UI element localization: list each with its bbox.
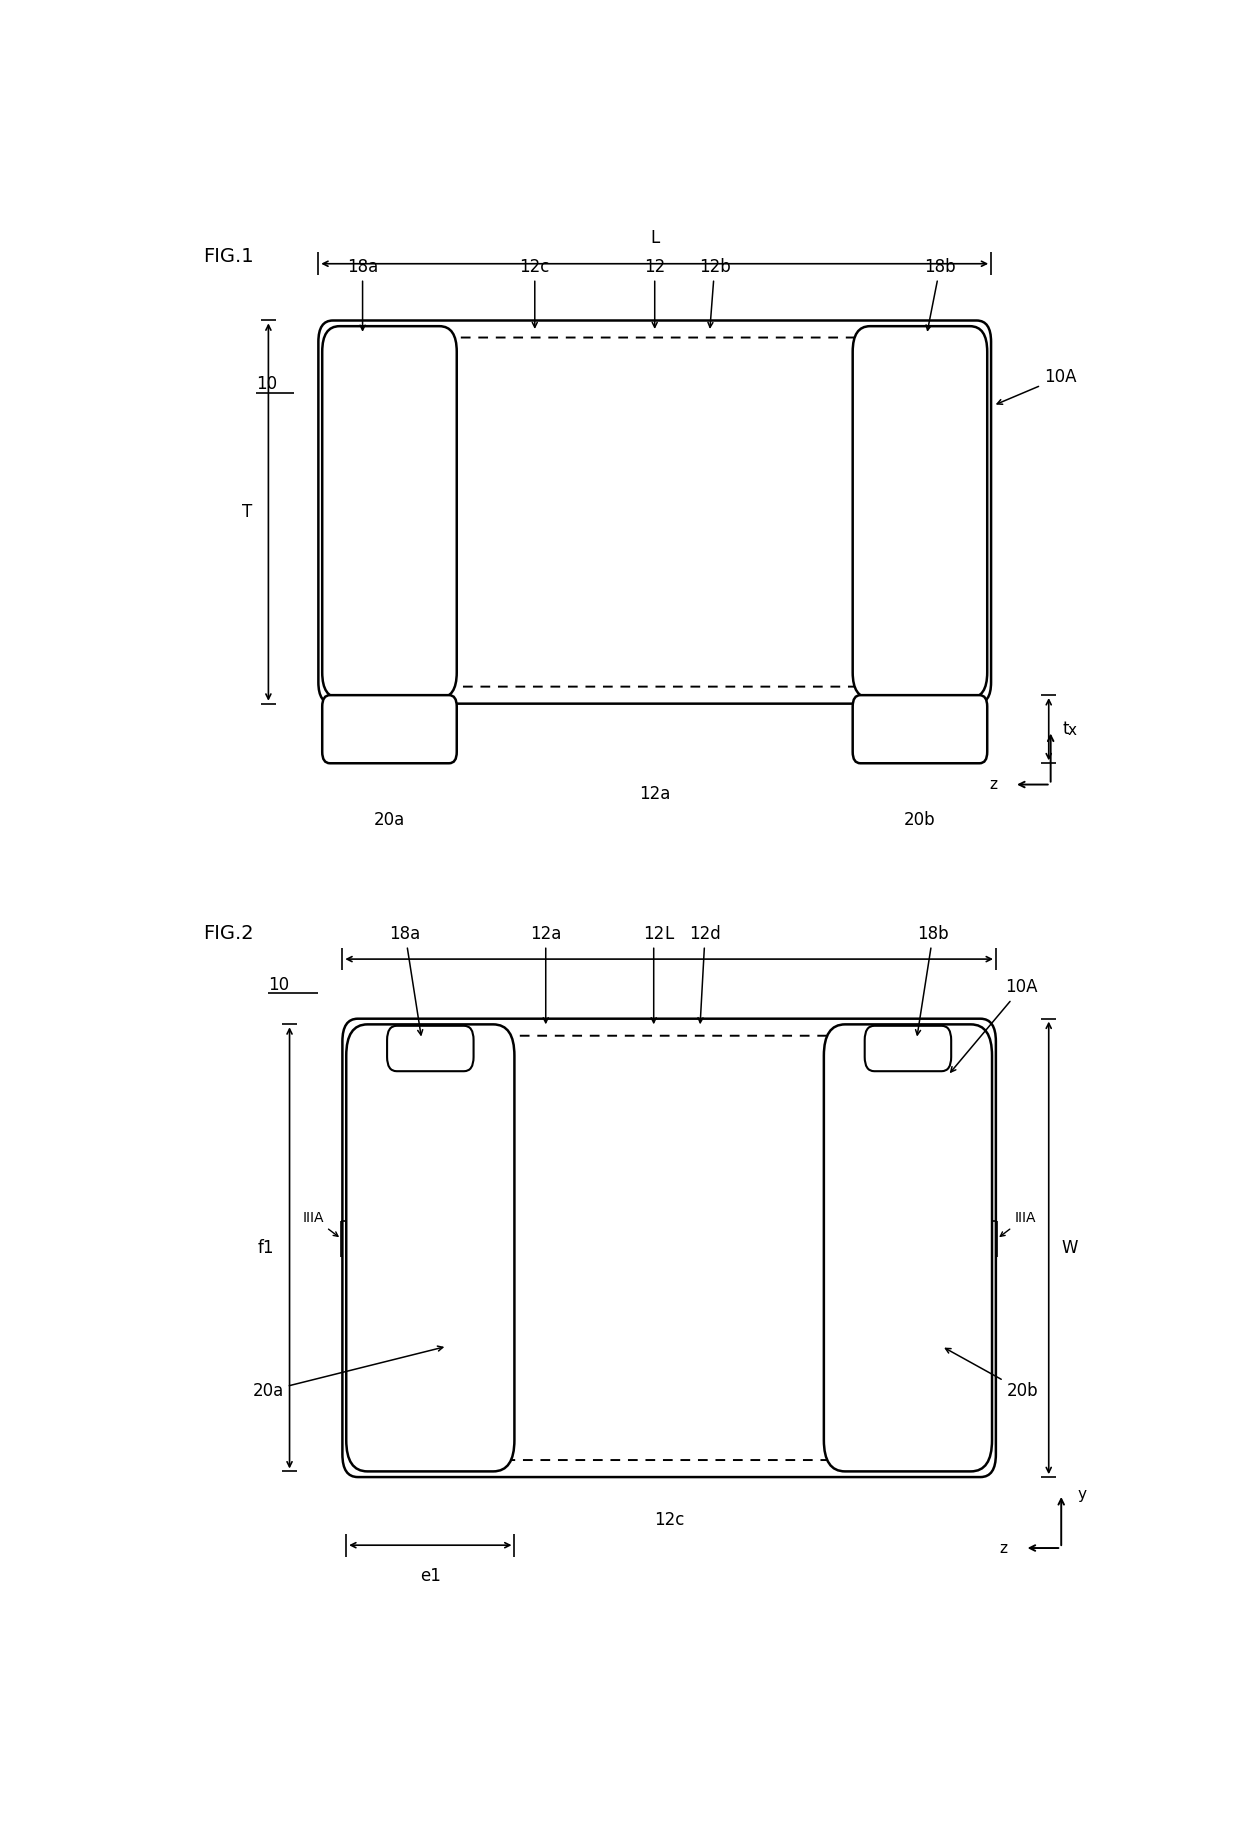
Text: L: L (665, 925, 673, 942)
Text: 10A: 10A (951, 979, 1038, 1073)
Text: FIG.1: FIG.1 (203, 247, 254, 265)
FancyBboxPatch shape (319, 321, 991, 704)
Text: 12c: 12c (520, 258, 551, 328)
Text: f1: f1 (257, 1238, 274, 1257)
Text: 20b: 20b (904, 811, 936, 829)
Text: z: z (999, 1541, 1008, 1555)
Text: t: t (1063, 721, 1069, 739)
Text: 18b: 18b (924, 258, 956, 330)
Text: 18a: 18a (389, 925, 423, 1036)
Text: W: W (1061, 1238, 1078, 1257)
Text: 20a: 20a (373, 811, 405, 829)
Text: x: x (1068, 722, 1076, 737)
FancyBboxPatch shape (342, 1019, 996, 1476)
Text: 12b: 12b (699, 258, 730, 328)
Text: 10: 10 (268, 975, 289, 993)
Text: L: L (650, 229, 660, 247)
Text: 20b: 20b (946, 1349, 1038, 1401)
FancyBboxPatch shape (387, 1027, 474, 1071)
Text: 12a: 12a (639, 785, 671, 804)
Text: 20a: 20a (253, 1345, 443, 1401)
Text: 12: 12 (644, 925, 665, 1023)
Text: IIIA: IIIA (303, 1211, 339, 1237)
Text: z: z (990, 778, 997, 792)
Text: 12d: 12d (689, 925, 720, 1023)
FancyBboxPatch shape (853, 326, 987, 698)
Text: 10A: 10A (997, 369, 1076, 404)
FancyBboxPatch shape (322, 695, 456, 763)
FancyBboxPatch shape (322, 326, 456, 698)
Text: e1: e1 (420, 1567, 440, 1585)
FancyBboxPatch shape (346, 1025, 515, 1471)
Text: 10: 10 (255, 376, 277, 393)
Text: y: y (1078, 1487, 1087, 1502)
Text: T: T (242, 503, 253, 522)
Text: IIIA: IIIA (1001, 1211, 1035, 1237)
Text: 12: 12 (644, 258, 666, 328)
Text: 18a: 18a (347, 258, 378, 330)
FancyBboxPatch shape (864, 1027, 951, 1071)
FancyBboxPatch shape (853, 695, 987, 763)
FancyBboxPatch shape (823, 1025, 992, 1471)
Text: 12a: 12a (529, 925, 562, 1023)
Text: 18b: 18b (915, 925, 949, 1036)
Text: 12c: 12c (653, 1511, 684, 1528)
Text: FIG.2: FIG.2 (203, 923, 254, 944)
